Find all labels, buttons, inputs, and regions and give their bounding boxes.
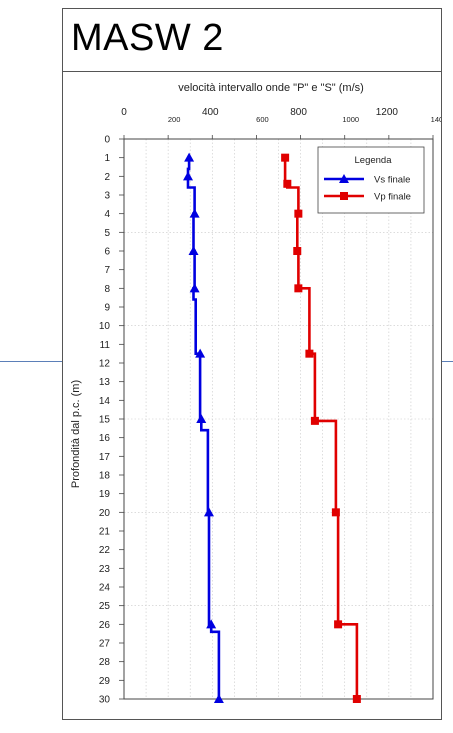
y-tick-label: 1 xyxy=(104,153,110,164)
y-tick-label: 25 xyxy=(99,601,111,612)
vp-point-marker xyxy=(293,247,302,255)
vs-point-marker xyxy=(189,283,200,293)
y-tick-label: 20 xyxy=(99,508,111,519)
y-tick-label: 7 xyxy=(104,265,110,276)
legend-title: Legenda xyxy=(355,155,393,166)
y-tick-label: 26 xyxy=(99,620,111,631)
y-tick-label: 5 xyxy=(104,228,110,239)
y-tick-label: 14 xyxy=(99,396,111,407)
y-tick-label: 13 xyxy=(99,377,111,388)
vp-point-marker xyxy=(334,620,343,629)
vp-point-marker xyxy=(331,508,340,517)
y-tick-label: 24 xyxy=(99,583,111,594)
y-tick-label: 16 xyxy=(99,433,111,444)
vs-point-marker xyxy=(195,348,206,358)
y-tick-label: 23 xyxy=(99,564,111,575)
y-tick-label: 19 xyxy=(99,489,111,500)
vs-point-marker xyxy=(188,246,199,255)
y-tick-label: 10 xyxy=(99,321,111,332)
vp-point-marker xyxy=(310,416,319,425)
y-tick-label: 21 xyxy=(99,527,111,538)
legend-marker-square xyxy=(340,192,348,200)
chart-frame: MASW 2 velocità intervallo onde "P" e "S… xyxy=(62,8,442,720)
y-tick-label: 29 xyxy=(99,676,111,687)
y-tick-label: 11 xyxy=(100,340,111,351)
x-tick-label: 800 xyxy=(290,107,307,118)
vs-point-marker xyxy=(184,152,195,162)
chart-title: velocità intervallo onde "P" e "S" (m/s) xyxy=(178,82,364,94)
y-tick-label: 2 xyxy=(104,172,110,183)
vs-point-marker xyxy=(206,619,217,629)
vs-point-marker xyxy=(203,507,214,517)
legend-label: Vp finale xyxy=(374,192,411,203)
x-tick-label: 400 xyxy=(202,107,219,118)
title-box: MASW 2 xyxy=(63,9,441,72)
y-tick-label: 18 xyxy=(99,471,111,482)
vp-point-marker xyxy=(294,284,303,293)
x-tick-label: 1000 xyxy=(342,115,359,124)
y-tick-label: 30 xyxy=(99,695,111,706)
y-tick-label: 28 xyxy=(99,657,111,668)
vp-point-marker xyxy=(305,349,314,358)
y-tick-label: 8 xyxy=(104,284,110,295)
x-tick-label: 200 xyxy=(168,115,181,124)
vs-point-marker xyxy=(196,414,207,423)
vp-point-marker xyxy=(294,209,303,218)
x-tick-label: 0 xyxy=(121,107,127,118)
y-tick-label: 15 xyxy=(99,415,111,426)
x-tick-label: 600 xyxy=(256,115,269,124)
legend-label: Vs finale xyxy=(374,175,410,186)
y-tick-label: 17 xyxy=(99,452,111,463)
vs-point-marker xyxy=(213,694,224,703)
series-line-vs xyxy=(186,157,221,699)
y-tick-label: 12 xyxy=(99,359,111,370)
vp-point-marker xyxy=(281,153,290,162)
vp-point-marker xyxy=(283,179,292,188)
plot-area: 0123456789101112131415161718192021222324… xyxy=(99,107,441,706)
vs-point-marker xyxy=(189,208,200,218)
legend-marker-triangle xyxy=(339,174,349,183)
y-axis-label: Profondità dal p.c. (m) xyxy=(70,380,82,488)
y-tick-label: 22 xyxy=(99,545,111,556)
x-tick-label: 1200 xyxy=(376,107,399,118)
depth-velocity-chart: velocità intervallo onde "P" e "S" (m/s)… xyxy=(70,82,441,706)
y-tick-label: 3 xyxy=(104,191,110,202)
y-tick-label: 6 xyxy=(104,247,110,258)
y-tick-label: 9 xyxy=(104,303,110,314)
vp-point-marker xyxy=(352,695,361,703)
page-title: MASW 2 xyxy=(71,17,224,59)
y-tick-label: 4 xyxy=(104,209,110,220)
y-tick-label: 0 xyxy=(104,135,110,146)
y-tick-label: 27 xyxy=(99,639,111,650)
vs-point-marker xyxy=(183,171,194,181)
x-tick-label: 1400 xyxy=(431,115,441,124)
